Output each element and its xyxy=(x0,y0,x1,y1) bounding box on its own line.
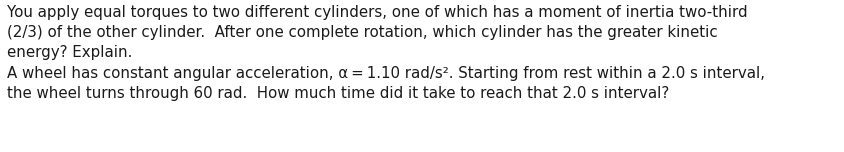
Text: You apply equal torques to two different cylinders, one of which has a moment of: You apply equal torques to two different… xyxy=(7,5,765,101)
